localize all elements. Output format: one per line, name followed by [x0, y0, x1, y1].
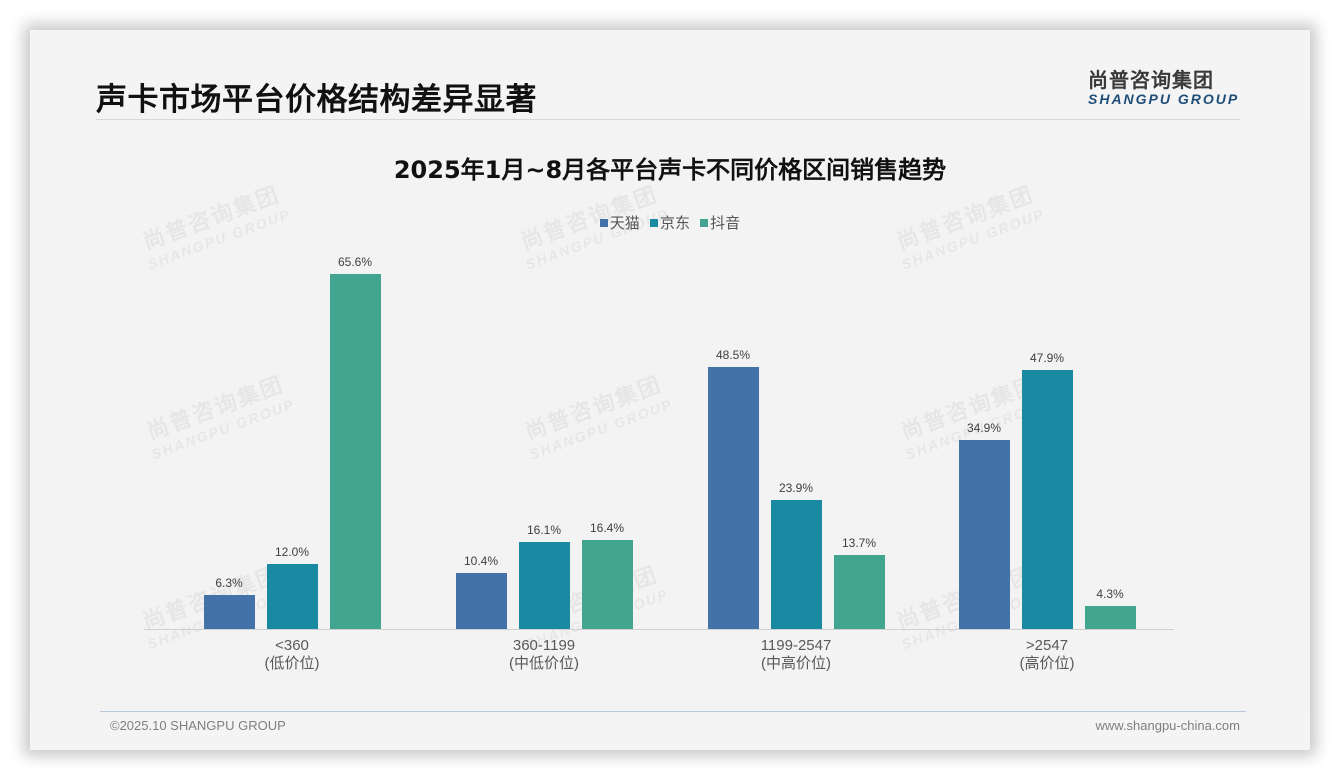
- bar: [1022, 370, 1073, 629]
- bar-value-label: 16.4%: [589, 521, 625, 535]
- legend-item-jd: 京东: [649, 212, 690, 233]
- legend-label: 京东: [659, 215, 690, 232]
- legend-swatch-icon: [599, 219, 608, 228]
- bar-value-label: 65.6%: [337, 255, 373, 269]
- legend-label: 抖音: [710, 215, 741, 232]
- title-divider: [96, 119, 1240, 120]
- bar-chart-plot-area: 6.3% 10.4% 48.5% 34.9% 12.0% 16.1% 23.9% 47.9% 6…: [144, 170, 1174, 672]
- legend-item-douyin: 抖音: [700, 212, 740, 233]
- bar-value-label: 16.1%: [526, 523, 562, 537]
- legend-swatch-icon: [700, 219, 709, 228]
- bar-value-label: 6.3%: [215, 576, 243, 590]
- bar: [1085, 606, 1136, 629]
- x-axis-category-label: 1199-2547 (中高价位): [760, 637, 832, 672]
- logo-english-text: SHANGPU GROUP: [1088, 91, 1240, 107]
- chart-title: 2025年1月~8月各平台声卡不同价格区间销售趋势: [393, 156, 947, 184]
- footer-copyright: ©2025.10 SHANGPU GROUP: [110, 718, 286, 733]
- slide-title: 声卡市场平台价格结构差异显著: [96, 82, 537, 118]
- legend-swatch-icon: [649, 219, 658, 228]
- bar-value-label: 23.9%: [778, 481, 814, 495]
- bar-value-label: 12.0%: [274, 545, 310, 559]
- bar: [330, 274, 381, 629]
- bar: [708, 367, 759, 629]
- footer-divider: [100, 711, 1246, 712]
- company-logo: 尚普咨询集团 SHANGPU GROUP: [1088, 64, 1239, 107]
- bar: [456, 573, 507, 629]
- x-axis-category-label: >2547 (高价位): [1019, 637, 1075, 672]
- legend-item-tmall: 天猫: [599, 212, 640, 233]
- x-axis-category-label: <360 (低价位): [264, 637, 320, 672]
- legend-label: 天猫: [609, 215, 640, 232]
- bar-value-label: 4.3%: [1096, 587, 1124, 601]
- bar: [204, 595, 255, 629]
- chart-legend: 天猫 京东 抖音: [30, 212, 1310, 233]
- bar-value-label: 47.9%: [1029, 351, 1065, 365]
- bar: [771, 500, 822, 629]
- bar: [519, 542, 570, 629]
- bar-value-label: 48.5%: [715, 348, 751, 362]
- bar: [834, 555, 885, 629]
- bar: [267, 564, 318, 629]
- bar: [582, 540, 633, 629]
- bar-value-label: 10.4%: [463, 554, 499, 568]
- bar-value-label: 13.7%: [841, 536, 877, 550]
- x-axis-category-label: 360-1199 (中低价位): [509, 637, 579, 672]
- footer-website: www.shangpu-china.com: [1095, 718, 1240, 733]
- logo-chinese-text: 尚普咨询集团: [1088, 68, 1214, 92]
- bar: [959, 440, 1010, 629]
- slide: 声卡市场平台价格结构差异显著 尚普咨询集团 SHANGPU GROUP 尚普咨询…: [30, 30, 1310, 750]
- bar-value-label: 34.9%: [966, 421, 1002, 435]
- x-axis-baseline: [144, 629, 1174, 630]
